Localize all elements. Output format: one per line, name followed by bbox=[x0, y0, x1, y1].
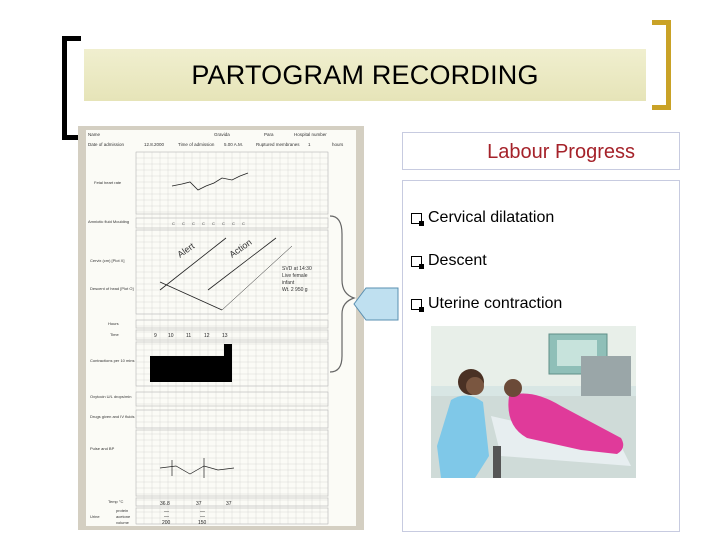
pointer-arrow-icon bbox=[353, 287, 399, 321]
labour-progress-header: Labour Progress bbox=[402, 132, 680, 170]
partogram-admission-date: 12.8.2000 bbox=[144, 142, 165, 147]
urine-value-4: — bbox=[200, 514, 205, 520]
urine-row-protein: protein bbox=[116, 508, 128, 513]
partogram-grid-lines bbox=[135, 151, 329, 525]
alert-label: Alert bbox=[175, 241, 196, 260]
left-bracket bbox=[62, 36, 81, 140]
time-value-4: 12 bbox=[204, 333, 210, 339]
temp-value-3: 37 bbox=[226, 501, 232, 507]
side-label-oxytocin: Oxytocin U/L drops/min bbox=[90, 394, 131, 399]
delivery-ward-illustration bbox=[431, 326, 636, 478]
partogram-image: Name Gravida Para Hospital number Date o… bbox=[78, 126, 364, 530]
list-item: Descent bbox=[411, 252, 487, 270]
side-label-amniotic: Amniotic fluid Moulding bbox=[88, 219, 129, 224]
fetal-heart-trace bbox=[171, 172, 249, 191]
annotation-line-4: Wt. 2 950 g bbox=[282, 287, 308, 293]
urine-value-5: 200 bbox=[162, 520, 171, 526]
alert-line bbox=[159, 237, 227, 291]
partogram-membranes-value: 1 bbox=[308, 142, 311, 147]
title-band bbox=[84, 49, 646, 101]
action-line bbox=[207, 237, 277, 291]
partogram-admission-date-label: Date of admission bbox=[88, 142, 125, 147]
partogram-chart: Name Gravida Para Hospital number Date o… bbox=[88, 132, 344, 526]
time-value-2: 10 bbox=[168, 333, 174, 339]
svg-text:C: C bbox=[212, 221, 215, 226]
annotation-line-2: Live female bbox=[282, 273, 308, 279]
contraction-blocks bbox=[150, 344, 232, 382]
urine-value-3: — bbox=[164, 514, 169, 520]
action-label: Action bbox=[227, 237, 253, 260]
partogram-membranes-unit: hours bbox=[332, 142, 344, 147]
side-label-cervix: Cervix (cm) [Plot X] bbox=[90, 258, 124, 263]
checkbox-bullet-icon bbox=[411, 212, 424, 226]
partogram-header-para: Para bbox=[264, 132, 274, 137]
list-item: Uterine contraction bbox=[411, 295, 562, 313]
partogram-sheet: Name Gravida Para Hospital number Date o… bbox=[86, 130, 356, 526]
urine-value-6: 150 bbox=[198, 520, 207, 526]
temp-value-1: 36.8 bbox=[160, 501, 170, 507]
side-label-temp: Temp °C bbox=[108, 499, 123, 504]
labour-progress-title: Labour Progress bbox=[487, 141, 635, 163]
pulse-trace bbox=[159, 465, 235, 475]
svg-text:C: C bbox=[232, 221, 235, 226]
svg-text:C: C bbox=[172, 221, 175, 226]
annotation-line-1: SVD at 14:30 bbox=[282, 266, 312, 272]
checkbox-bullet-icon bbox=[411, 255, 424, 269]
partogram-header-gravida: Gravida bbox=[214, 132, 230, 137]
delivery-pointer bbox=[221, 245, 293, 311]
partogram-header-hospital: Hospital number bbox=[294, 132, 327, 137]
urine-row-acetone: acetone bbox=[116, 514, 131, 519]
time-value-1: 9 bbox=[154, 333, 157, 339]
partogram-header-name: Name bbox=[88, 132, 101, 137]
svg-text:C: C bbox=[242, 221, 245, 226]
side-label-drugs: Drugs given and IV fluids bbox=[90, 414, 134, 419]
side-label-contractions: Contractions per 10 mins bbox=[90, 358, 134, 363]
side-label-pulse-bp: Pulse and BP bbox=[90, 446, 115, 451]
checkbox-bullet-icon bbox=[411, 298, 424, 312]
side-label-descent: Descent of head [Plot O] bbox=[90, 286, 134, 291]
time-value-5: 13 bbox=[222, 333, 228, 339]
list-item-label: Uterine contraction bbox=[428, 295, 563, 312]
svg-text:C: C bbox=[202, 221, 205, 226]
side-label-hours: Hours bbox=[108, 321, 119, 326]
time-value-3: 11 bbox=[186, 333, 191, 339]
list-item-label: Descent bbox=[428, 252, 487, 269]
temp-value-2: 37 bbox=[196, 501, 202, 507]
bp-marks bbox=[171, 458, 205, 478]
right-bracket bbox=[652, 20, 671, 110]
svg-text:C: C bbox=[182, 221, 185, 226]
descent-line bbox=[159, 281, 223, 311]
side-label-time: Time bbox=[110, 332, 120, 337]
partogram-membranes-label: Ruptured membranes bbox=[256, 142, 300, 147]
side-label-urine: Urine bbox=[90, 514, 100, 519]
list-item-label: Cervical dilatation bbox=[428, 209, 555, 226]
annotation-line-3: infant bbox=[282, 280, 295, 286]
urine-value-1: — bbox=[164, 509, 169, 515]
list-item: Cervical dilatation bbox=[411, 209, 554, 227]
curly-brace-icon bbox=[329, 215, 356, 373]
urine-value-2: — bbox=[200, 509, 205, 515]
svg-text:C: C bbox=[222, 221, 225, 226]
delivery-ward-photo bbox=[431, 326, 636, 478]
partogram-admission-time: 5.00 A.M. bbox=[224, 142, 243, 147]
urine-row-volume: volume bbox=[116, 520, 130, 525]
side-label-fhr: Fetal heart rate bbox=[94, 180, 122, 185]
svg-text:C: C bbox=[192, 221, 195, 226]
partogram-admission-time-label: Time of admission bbox=[178, 142, 215, 147]
slide-title: PARTOGRAM RECORDING bbox=[191, 60, 539, 90]
